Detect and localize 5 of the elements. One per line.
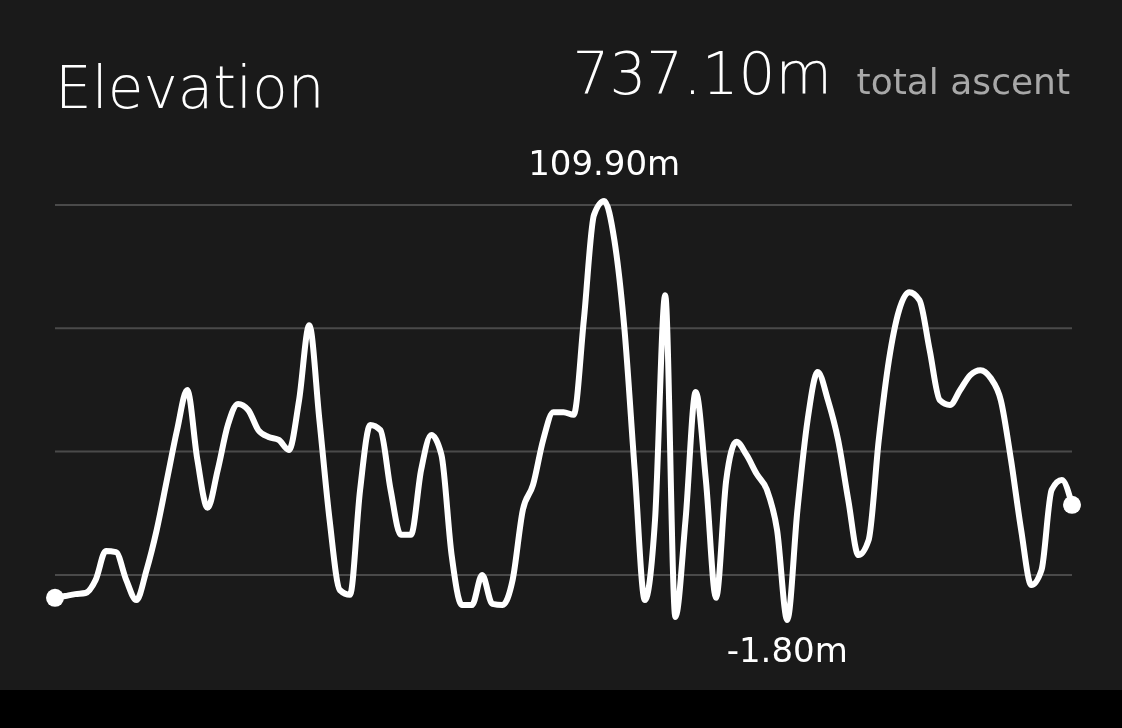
data-label: -1.80m [726,630,848,670]
data-label: 109.90m [528,143,681,183]
chart-title: Elevation [55,54,325,122]
text: total ascent [856,61,1070,102]
chart-subtitle: 737.10m [572,40,832,108]
